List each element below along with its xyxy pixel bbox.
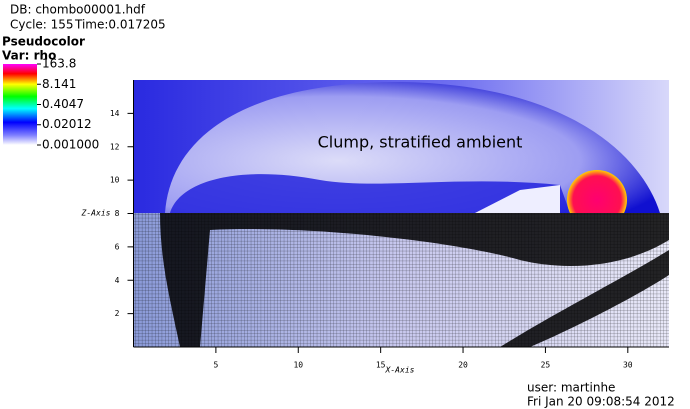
x-tick-label: 5 — [213, 361, 218, 370]
x-tick-label: 30 — [623, 361, 633, 370]
x-tick-label: 20 — [458, 361, 468, 370]
cycle-label: Cycle: 155 — [10, 18, 74, 32]
colorbar-label: 0.02012 — [42, 117, 92, 131]
colorbar-label: 0.4047 — [42, 97, 84, 111]
field-image — [133, 80, 669, 347]
y-axis-label: Z-Axis — [81, 209, 111, 218]
x-axis-label: X-Axis — [385, 366, 415, 375]
x-tick-label: 25 — [541, 361, 551, 370]
y-tick-label: 12 — [110, 142, 120, 151]
x-tick-label: 10 — [293, 361, 303, 370]
date-label: Fri Jan 20 09:08:54 2012 — [527, 395, 675, 409]
y-tick-label: 10 — [110, 176, 120, 185]
annotation: Clump, stratified ambient — [318, 133, 523, 152]
colorbar-label: 8.141 — [42, 77, 76, 91]
time-label: Time:0.017205 — [74, 18, 166, 32]
colorbar-label: 163.8 — [42, 57, 76, 71]
y-tick-label: 14 — [110, 109, 120, 118]
legend-title: Pseudocolor — [2, 35, 85, 49]
y-tick-label: 2 — [115, 309, 120, 318]
y-tick-label: 6 — [115, 242, 120, 251]
legend-variable: Var: rho — [2, 49, 56, 63]
user-label: user: martinhe — [527, 381, 615, 395]
y-tick-label: 8 — [115, 209, 120, 218]
colorbar — [3, 64, 37, 145]
y-tick-label: 4 — [115, 276, 120, 285]
x-tick-label: 15 — [376, 361, 386, 370]
colorbar-label: 0.001000 — [42, 138, 99, 152]
db-label: DB: chombo00001.hdf — [10, 3, 146, 17]
